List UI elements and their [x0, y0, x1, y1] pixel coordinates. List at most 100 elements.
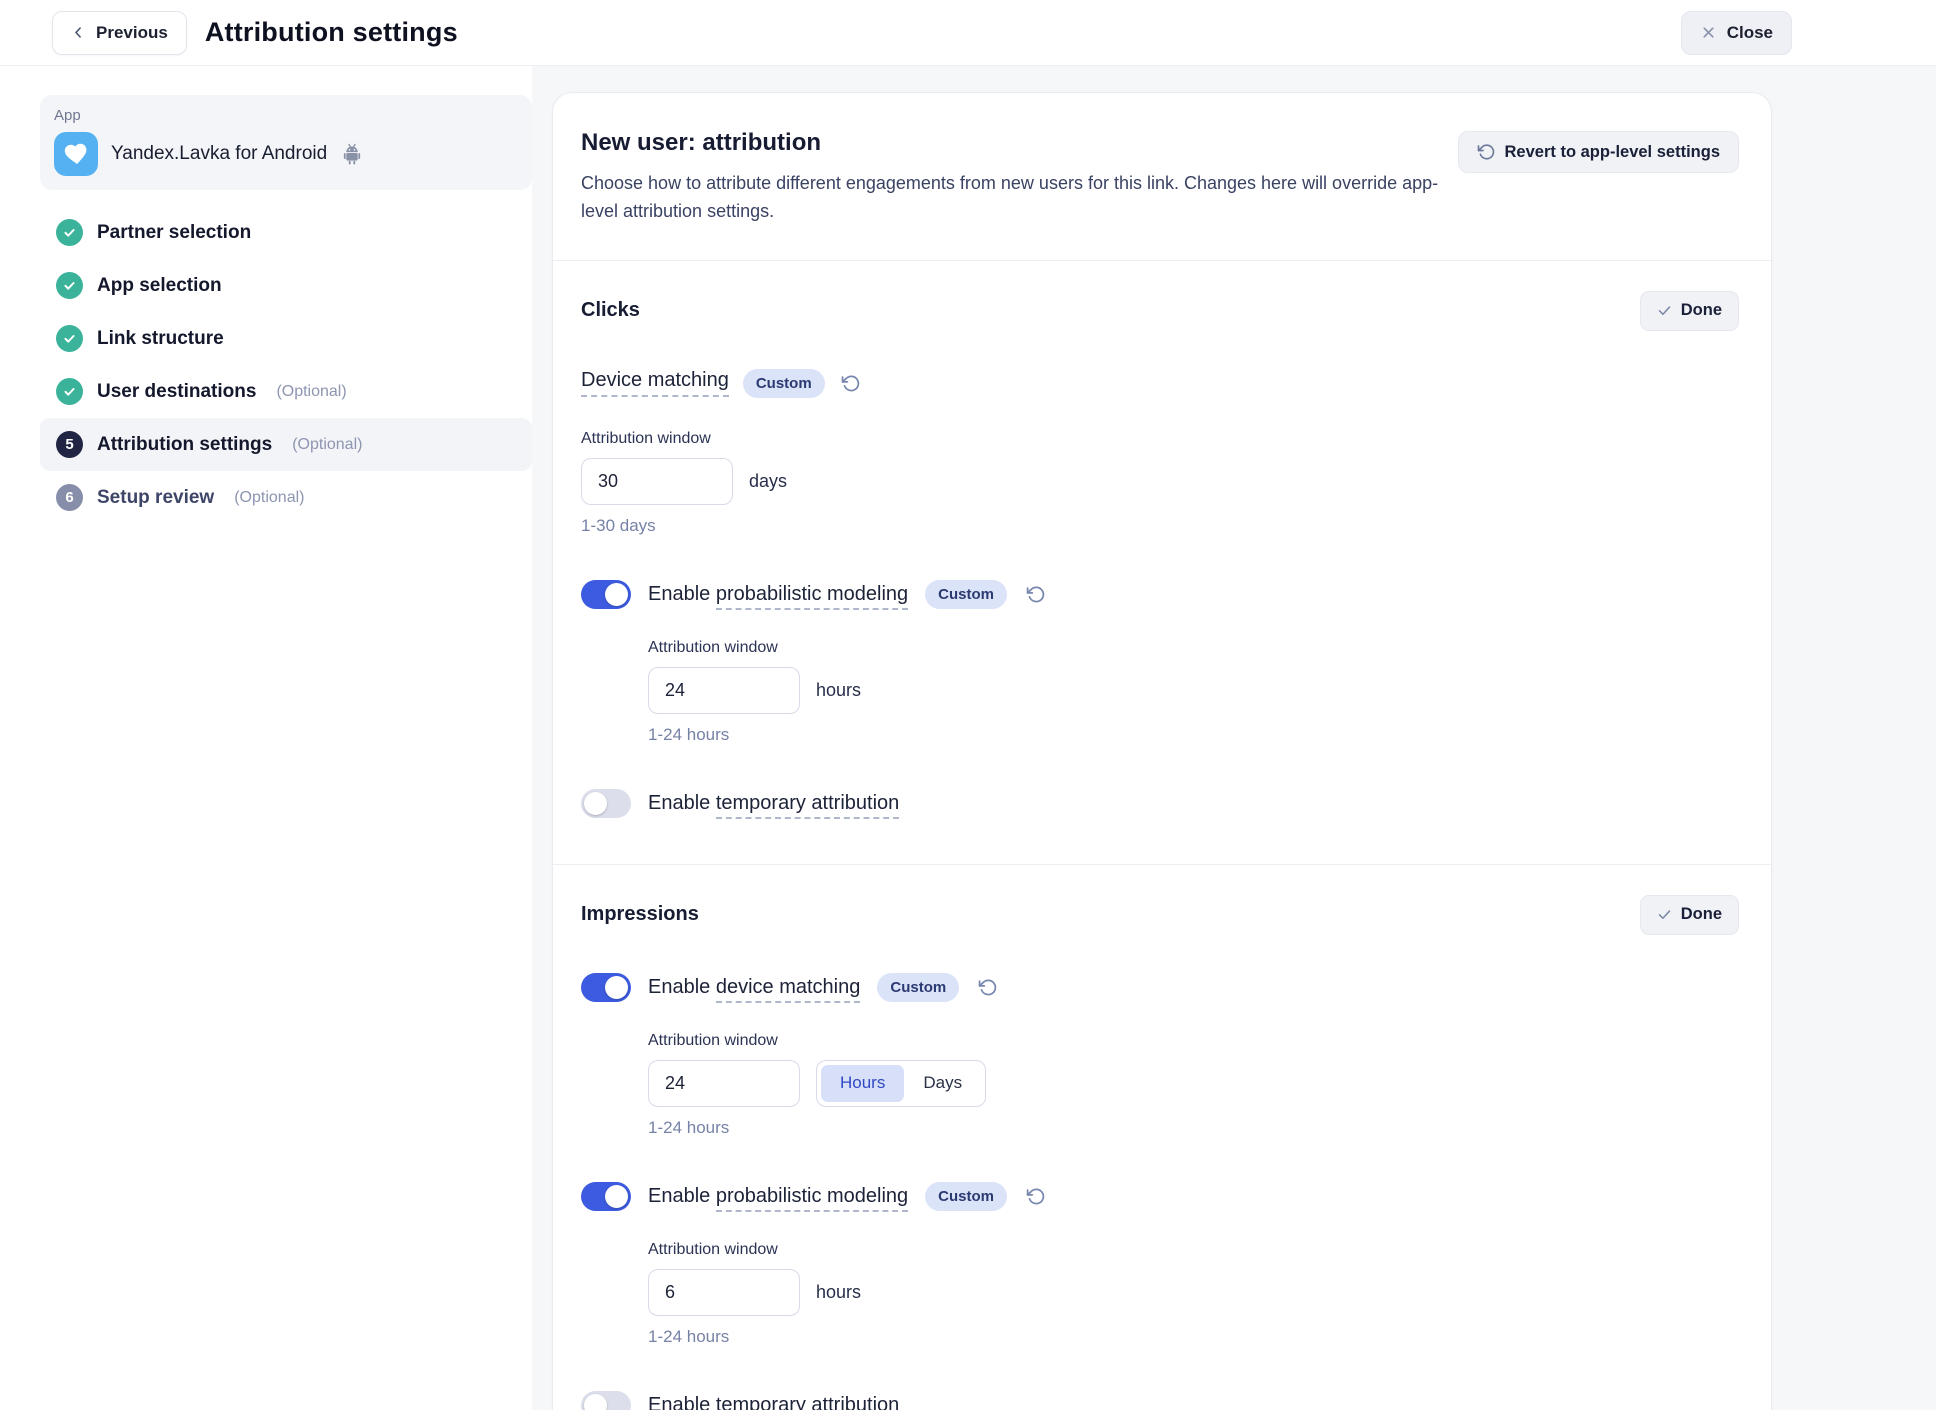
attribution-window-label: Attribution window: [648, 638, 778, 656]
step-number-badge: 6: [56, 484, 83, 511]
reset-probabilistic-button[interactable]: [1026, 1187, 1045, 1206]
probabilistic-modeling-toggle[interactable]: [581, 579, 631, 609]
unit-label: hours: [816, 1281, 862, 1302]
temporary-attribution-term[interactable]: temporary attribution: [715, 791, 900, 819]
panel-title: New user: attribution: [581, 129, 822, 156]
android-platform-icon: [342, 143, 362, 165]
toggle-knob: [584, 1393, 607, 1410]
step-done-check-icon: [56, 219, 83, 246]
custom-badge: Custom: [877, 972, 960, 1002]
revert-icon: [1477, 143, 1495, 161]
device-matching-toggle[interactable]: [581, 972, 631, 1002]
done-button-label: Done: [1680, 905, 1722, 924]
clicks-done-button[interactable]: Done: [1639, 290, 1739, 331]
step-setup-review[interactable]: 6 Setup review (Optional): [40, 471, 532, 524]
impressions-done-button[interactable]: Done: [1639, 894, 1739, 935]
step-optional-tag: (Optional): [292, 435, 363, 453]
step-partner-selection[interactable]: Partner selection: [40, 206, 532, 259]
toggle-label: Enable temporary attribution: [648, 1393, 900, 1410]
toggle-label: Enable device matching: [648, 975, 861, 1003]
range-hint: 1-24 hours: [648, 1326, 730, 1346]
step-optional-tag: (Optional): [234, 488, 305, 506]
custom-badge: Custom: [742, 368, 825, 398]
device-matching-term[interactable]: device matching: [715, 975, 861, 1003]
temporary-attribution-term[interactable]: temporary attribution: [715, 1393, 900, 1410]
step-user-destinations[interactable]: User destinations (Optional): [40, 365, 532, 418]
revert-icon: [978, 978, 997, 997]
revert-app-level-button[interactable]: Revert to app-level settings: [1457, 131, 1739, 173]
page-title: Attribution settings: [204, 17, 458, 47]
previous-button-label: Previous: [96, 22, 168, 42]
wizard-steps: Partner selection App selection Link str…: [40, 206, 532, 524]
probabilistic-modeling-toggle[interactable]: [581, 1181, 631, 1211]
unit-label: hours: [816, 679, 862, 700]
card-header: New user: attribution Choose how to attr…: [553, 93, 1771, 260]
toggle-knob: [605, 975, 628, 999]
step-label: App selection: [97, 274, 222, 296]
toggle-knob: [584, 791, 607, 815]
range-hint: 1-24 hours: [648, 724, 730, 744]
chevron-left-icon: [71, 25, 86, 40]
step-label: Link structure: [97, 327, 224, 349]
revert-icon: [1026, 1187, 1045, 1206]
range-hint: 1-24 hours: [648, 1117, 730, 1137]
step-done-check-icon: [56, 325, 83, 352]
step-done-check-icon: [56, 272, 83, 299]
step-attribution-settings[interactable]: 5 Attribution settings (Optional): [40, 418, 532, 471]
step-label: User destinations: [97, 380, 257, 402]
impressions-section: Impressions Done Enable device matching …: [553, 863, 1771, 1410]
custom-badge: Custom: [925, 579, 1008, 609]
step-label: Setup review: [97, 486, 215, 508]
toggle-label: Enable probabilistic modeling: [648, 582, 909, 610]
custom-badge: Custom: [925, 1181, 1008, 1211]
app-section-label: App: [54, 107, 81, 124]
unit-label: days: [749, 470, 788, 491]
attribution-window-label: Attribution window: [648, 1031, 778, 1049]
wizard-sidebar: App Yandex.Lavka for Android: [40, 66, 532, 1410]
content-area: App Yandex.Lavka for Android: [0, 66, 1936, 1410]
app-info-box: App Yandex.Lavka for Android: [40, 95, 532, 190]
app-name: Yandex.Lavka for Android: [111, 143, 328, 164]
main-panel-background: New user: attribution Choose how to attr…: [532, 66, 1936, 1410]
attribution-window-label: Attribution window: [581, 429, 711, 447]
temporary-attribution-toggle[interactable]: [581, 788, 631, 818]
revert-icon: [1026, 585, 1045, 604]
step-app-selection[interactable]: App selection: [40, 259, 532, 312]
clicks-window-input[interactable]: [581, 457, 733, 505]
panel-description: Choose how to attribute different engage…: [581, 173, 1439, 221]
step-label: Attribution settings: [97, 433, 273, 455]
probabilistic-modeling-term[interactable]: probabilistic modeling: [715, 1184, 909, 1212]
previous-button[interactable]: Previous: [52, 10, 187, 55]
revert-icon: [841, 374, 860, 393]
unit-option-days[interactable]: Days: [904, 1065, 981, 1102]
reset-device-matching-button[interactable]: [978, 978, 997, 997]
step-label: Partner selection: [97, 221, 252, 243]
unit-option-hours[interactable]: Hours: [821, 1064, 905, 1102]
attribution-card: New user: attribution Choose how to attr…: [552, 92, 1772, 1410]
device-matching-term[interactable]: Device matching: [581, 369, 729, 398]
impressions-probabilistic-window-input[interactable]: [648, 1268, 800, 1316]
toggle-label: Enable probabilistic modeling: [648, 1184, 909, 1212]
impressions-section-title: Impressions: [581, 903, 699, 926]
step-link-structure[interactable]: Link structure: [40, 312, 532, 365]
close-button-label: Close: [1726, 22, 1773, 42]
toggle-label: Enable temporary attribution: [648, 791, 900, 819]
clicks-section: Clicks Done Device matching Custom: [553, 259, 1771, 864]
probabilistic-modeling-term[interactable]: probabilistic modeling: [715, 582, 909, 610]
step-number-badge: 5: [56, 431, 83, 458]
unit-segmented-control: Hours Days: [816, 1059, 987, 1107]
app-logo-icon: [54, 132, 98, 176]
clicks-probabilistic-window-input[interactable]: [648, 666, 800, 714]
step-optional-tag: (Optional): [276, 382, 347, 400]
attribution-window-label: Attribution window: [648, 1240, 778, 1258]
check-icon: [1657, 907, 1672, 922]
toggle-knob: [605, 1184, 628, 1208]
reset-probabilistic-button[interactable]: [1026, 585, 1045, 604]
close-icon: [1700, 24, 1717, 41]
temporary-attribution-toggle[interactable]: [581, 1390, 631, 1410]
done-button-label: Done: [1680, 301, 1722, 320]
reset-device-matching-button[interactable]: [841, 374, 860, 393]
revert-button-label: Revert to app-level settings: [1504, 142, 1720, 161]
close-button[interactable]: Close: [1680, 10, 1792, 55]
impressions-device-window-input[interactable]: [648, 1059, 800, 1107]
